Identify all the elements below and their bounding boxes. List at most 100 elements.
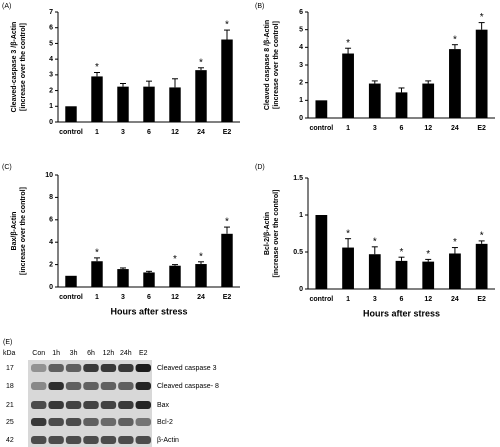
band: [83, 436, 99, 444]
bar: [422, 261, 435, 289]
bar: [65, 106, 77, 122]
y-tick-label: 2: [299, 80, 303, 87]
band: [83, 401, 99, 409]
significance-mark: *: [480, 231, 484, 242]
y-tick-label: 0: [299, 115, 303, 122]
band: [135, 364, 151, 372]
band: [135, 401, 151, 409]
band: [48, 364, 64, 372]
significance-mark: *: [453, 34, 457, 45]
y-tick-label: 0: [49, 284, 53, 291]
bar: [342, 247, 354, 289]
y-tick-label: 1: [49, 103, 53, 110]
y-tick-label: 10: [45, 172, 53, 179]
band: [31, 436, 47, 444]
bar: [221, 39, 233, 122]
bar: [368, 83, 381, 118]
y-tick-label: 8: [49, 194, 53, 201]
x-tick-label: E2: [223, 294, 232, 301]
bar: [395, 92, 408, 118]
y-tick-label: 1: [299, 212, 303, 219]
x-tick-label: control: [59, 129, 83, 136]
band: [31, 364, 47, 372]
band-label: Bax: [157, 402, 170, 409]
significance-mark: *: [225, 217, 229, 228]
significance-mark: *: [346, 38, 350, 49]
significance-mark: *: [346, 228, 350, 239]
significance-mark: *: [95, 248, 99, 259]
panel-label: (E): [3, 339, 12, 346]
significance-mark: *: [173, 254, 177, 265]
band: [100, 401, 117, 409]
band: [48, 436, 64, 444]
bar: [143, 86, 155, 122]
x-tick-label: 12: [171, 129, 179, 136]
kda-value: 17: [6, 365, 14, 372]
x-axis-title: Hours after stress: [363, 308, 440, 318]
x-tick-label: 3: [121, 294, 125, 301]
band: [83, 418, 99, 426]
y-axis-title: Bcl-2/β-Actin: [264, 212, 271, 255]
x-tick-label: 12: [424, 296, 432, 303]
kda-value: 25: [6, 419, 14, 426]
y-tick-label: 2: [49, 261, 53, 268]
band: [118, 401, 134, 409]
significance-mark: *: [225, 20, 229, 31]
kda-value: 18: [6, 383, 14, 390]
bar: [221, 233, 233, 287]
band-label: Bcl-2: [157, 419, 173, 426]
bar: [91, 76, 103, 122]
x-tick-label: control: [309, 296, 333, 303]
y-tick-label: 0.5: [293, 249, 303, 256]
band: [65, 364, 82, 372]
bar: [117, 86, 129, 122]
x-tick-label: 12: [424, 125, 432, 132]
bar: [395, 260, 408, 289]
significance-mark: *: [453, 237, 457, 248]
band: [100, 436, 117, 444]
x-tick-label: E2: [477, 296, 486, 303]
x-tick-label: 3: [373, 125, 377, 132]
bar: [65, 275, 77, 287]
x-tick-label: 6: [400, 296, 404, 303]
x-tick-label: 24: [451, 125, 459, 132]
significance-mark: *: [199, 251, 203, 262]
y-axis-title: [increase over the control]: [20, 23, 27, 111]
band: [118, 418, 134, 426]
bar: [169, 265, 181, 287]
y-axis-title: [increase over the control]: [273, 21, 280, 109]
band: [65, 401, 82, 409]
band-label: β-Actin: [157, 437, 179, 444]
band: [31, 401, 47, 409]
bar: [449, 253, 461, 289]
bar: [475, 29, 488, 119]
x-tick-label: 12: [171, 294, 179, 301]
y-tick-label: 5: [49, 40, 53, 47]
x-tick-label: 1: [95, 294, 99, 301]
x-tick-label: 1: [346, 125, 350, 132]
x-tick-label: 24: [197, 129, 205, 136]
panel-label: (B): [255, 3, 264, 10]
lane-label: 1h: [52, 350, 60, 357]
band: [118, 382, 134, 390]
x-tick-label: control: [59, 294, 83, 301]
bar: [143, 272, 155, 287]
bar: [422, 83, 435, 118]
lane-label: 24h: [120, 350, 132, 357]
kda-header: kDa: [3, 350, 16, 357]
bar: [449, 49, 461, 118]
band: [135, 382, 151, 390]
significance-mark: *: [480, 12, 484, 23]
y-tick-label: 6: [49, 217, 53, 224]
band: [65, 418, 82, 426]
bar: [368, 254, 381, 289]
x-tick-label: 6: [147, 294, 151, 301]
x-tick-label: 1: [346, 296, 350, 303]
kda-value: 42: [6, 437, 14, 444]
y-tick-label: 1.5: [293, 175, 303, 182]
significance-mark: *: [373, 236, 377, 247]
band: [100, 364, 117, 372]
band: [118, 436, 134, 444]
y-tick-label: 4: [299, 44, 303, 51]
